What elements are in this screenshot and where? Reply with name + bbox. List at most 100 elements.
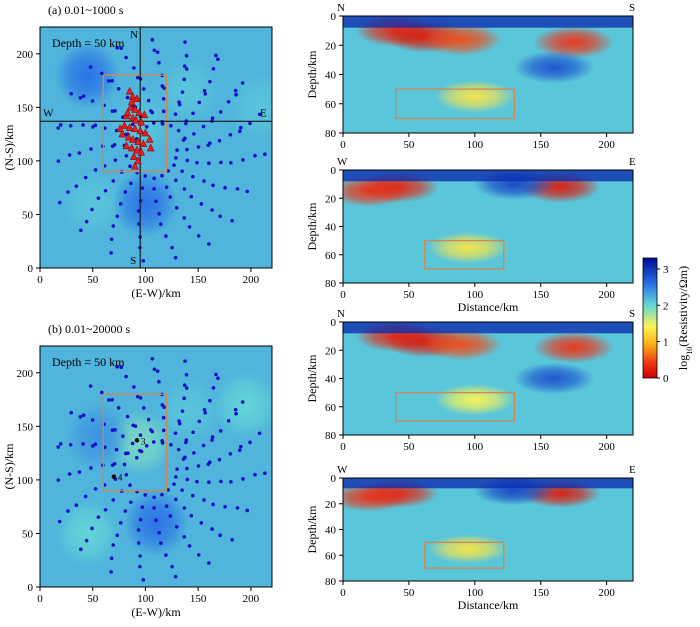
station-point bbox=[207, 242, 211, 246]
station-point bbox=[81, 442, 85, 446]
station-point bbox=[160, 492, 164, 497]
station-point bbox=[107, 398, 111, 402]
station-point bbox=[237, 448, 242, 452]
earthquake-marker bbox=[124, 132, 133, 141]
y-tick-label: 80 bbox=[325, 128, 337, 140]
earthquake-marker bbox=[133, 145, 141, 154]
station-point bbox=[141, 258, 146, 263]
station-point bbox=[138, 396, 143, 400]
station-point bbox=[77, 151, 82, 155]
station-point bbox=[93, 487, 98, 491]
station-point bbox=[174, 497, 178, 502]
station-point bbox=[84, 219, 89, 224]
station-point bbox=[123, 190, 128, 194]
station-point bbox=[116, 87, 121, 91]
station-point bbox=[74, 503, 79, 508]
station-point bbox=[116, 406, 121, 410]
station-point bbox=[138, 554, 142, 558]
station-point bbox=[155, 50, 160, 54]
station-point bbox=[132, 385, 136, 389]
map-anomaly-6 bbox=[228, 73, 272, 142]
station-point bbox=[191, 493, 195, 498]
station-point bbox=[239, 125, 243, 130]
station-point bbox=[229, 161, 233, 165]
station-point bbox=[223, 504, 227, 509]
station-point bbox=[161, 109, 166, 114]
station-point bbox=[78, 96, 83, 100]
x-tick-label: 100 bbox=[467, 289, 484, 301]
station-point bbox=[174, 205, 179, 210]
station-point bbox=[228, 132, 233, 137]
station-point bbox=[203, 411, 208, 415]
station-point bbox=[111, 543, 116, 547]
station-point bbox=[174, 524, 179, 529]
x-tick-label: 100 bbox=[467, 139, 484, 151]
station-point bbox=[140, 505, 145, 509]
station-point bbox=[181, 457, 186, 461]
station-point bbox=[185, 147, 189, 152]
station-point bbox=[185, 158, 190, 163]
station-point bbox=[141, 577, 146, 582]
station-point bbox=[192, 451, 196, 455]
y-tick-label: 50 bbox=[22, 528, 34, 540]
station-point bbox=[69, 410, 74, 415]
station-point bbox=[219, 479, 223, 484]
map-anomaly-2 bbox=[54, 499, 120, 568]
station-point bbox=[159, 222, 163, 226]
station-point bbox=[160, 122, 165, 126]
y-axis-label: (N-S)/km bbox=[2, 124, 16, 171]
y-tick-label: 40 bbox=[325, 525, 337, 537]
station-point bbox=[162, 405, 166, 409]
station-point bbox=[182, 64, 187, 68]
station-point bbox=[173, 112, 178, 116]
y-tick-label: 100 bbox=[17, 156, 34, 168]
section-right-label: E bbox=[629, 464, 636, 476]
station-point bbox=[168, 195, 173, 199]
y-tick-label: 20 bbox=[325, 193, 337, 205]
station-point bbox=[154, 518, 158, 523]
station-point bbox=[208, 398, 212, 403]
y-tick-label: 0 bbox=[28, 263, 34, 275]
station-point bbox=[112, 461, 117, 466]
station-point bbox=[210, 527, 214, 531]
x-tick-label: 50 bbox=[403, 441, 415, 453]
station-point bbox=[177, 102, 182, 107]
station-point bbox=[181, 138, 186, 142]
station-point bbox=[202, 88, 207, 93]
earthquake-marker bbox=[140, 110, 149, 119]
station-point bbox=[182, 396, 187, 401]
station-point bbox=[152, 187, 156, 191]
earthquake-marker bbox=[123, 108, 132, 116]
depth-label: Depth = 50 km bbox=[52, 355, 125, 369]
y-tick-label: 60 bbox=[325, 550, 337, 562]
station-point bbox=[113, 158, 118, 162]
station-point bbox=[89, 147, 93, 151]
x-tick-label: 150 bbox=[532, 441, 549, 453]
earthquake-marker bbox=[120, 120, 129, 129]
x-tick-label: 100 bbox=[467, 441, 484, 453]
x-axis-label: (E-W)/km bbox=[131, 605, 181, 619]
earthquake-marker bbox=[129, 152, 138, 160]
station-point bbox=[68, 123, 73, 128]
station-point bbox=[173, 574, 178, 579]
station-point bbox=[112, 142, 117, 147]
surface-layer bbox=[343, 170, 633, 182]
earthquake-marker bbox=[146, 143, 155, 152]
y-tick-label: 0 bbox=[331, 11, 337, 23]
station-point bbox=[151, 121, 156, 125]
station-point bbox=[57, 519, 62, 524]
y-axis-label: Depth/km bbox=[305, 202, 319, 251]
station-point bbox=[191, 174, 195, 179]
colorbar-tick-label: 0 bbox=[663, 373, 669, 385]
station-point bbox=[125, 414, 130, 419]
station-point bbox=[184, 440, 188, 445]
earthquake-marker bbox=[135, 108, 144, 116]
station-point bbox=[93, 123, 98, 128]
station-point bbox=[187, 544, 192, 548]
station-point bbox=[124, 374, 128, 379]
earthquake-marker bbox=[137, 117, 146, 126]
station-point bbox=[199, 521, 204, 525]
target-box bbox=[424, 541, 505, 569]
station-point bbox=[234, 411, 238, 416]
station-point bbox=[183, 359, 187, 363]
